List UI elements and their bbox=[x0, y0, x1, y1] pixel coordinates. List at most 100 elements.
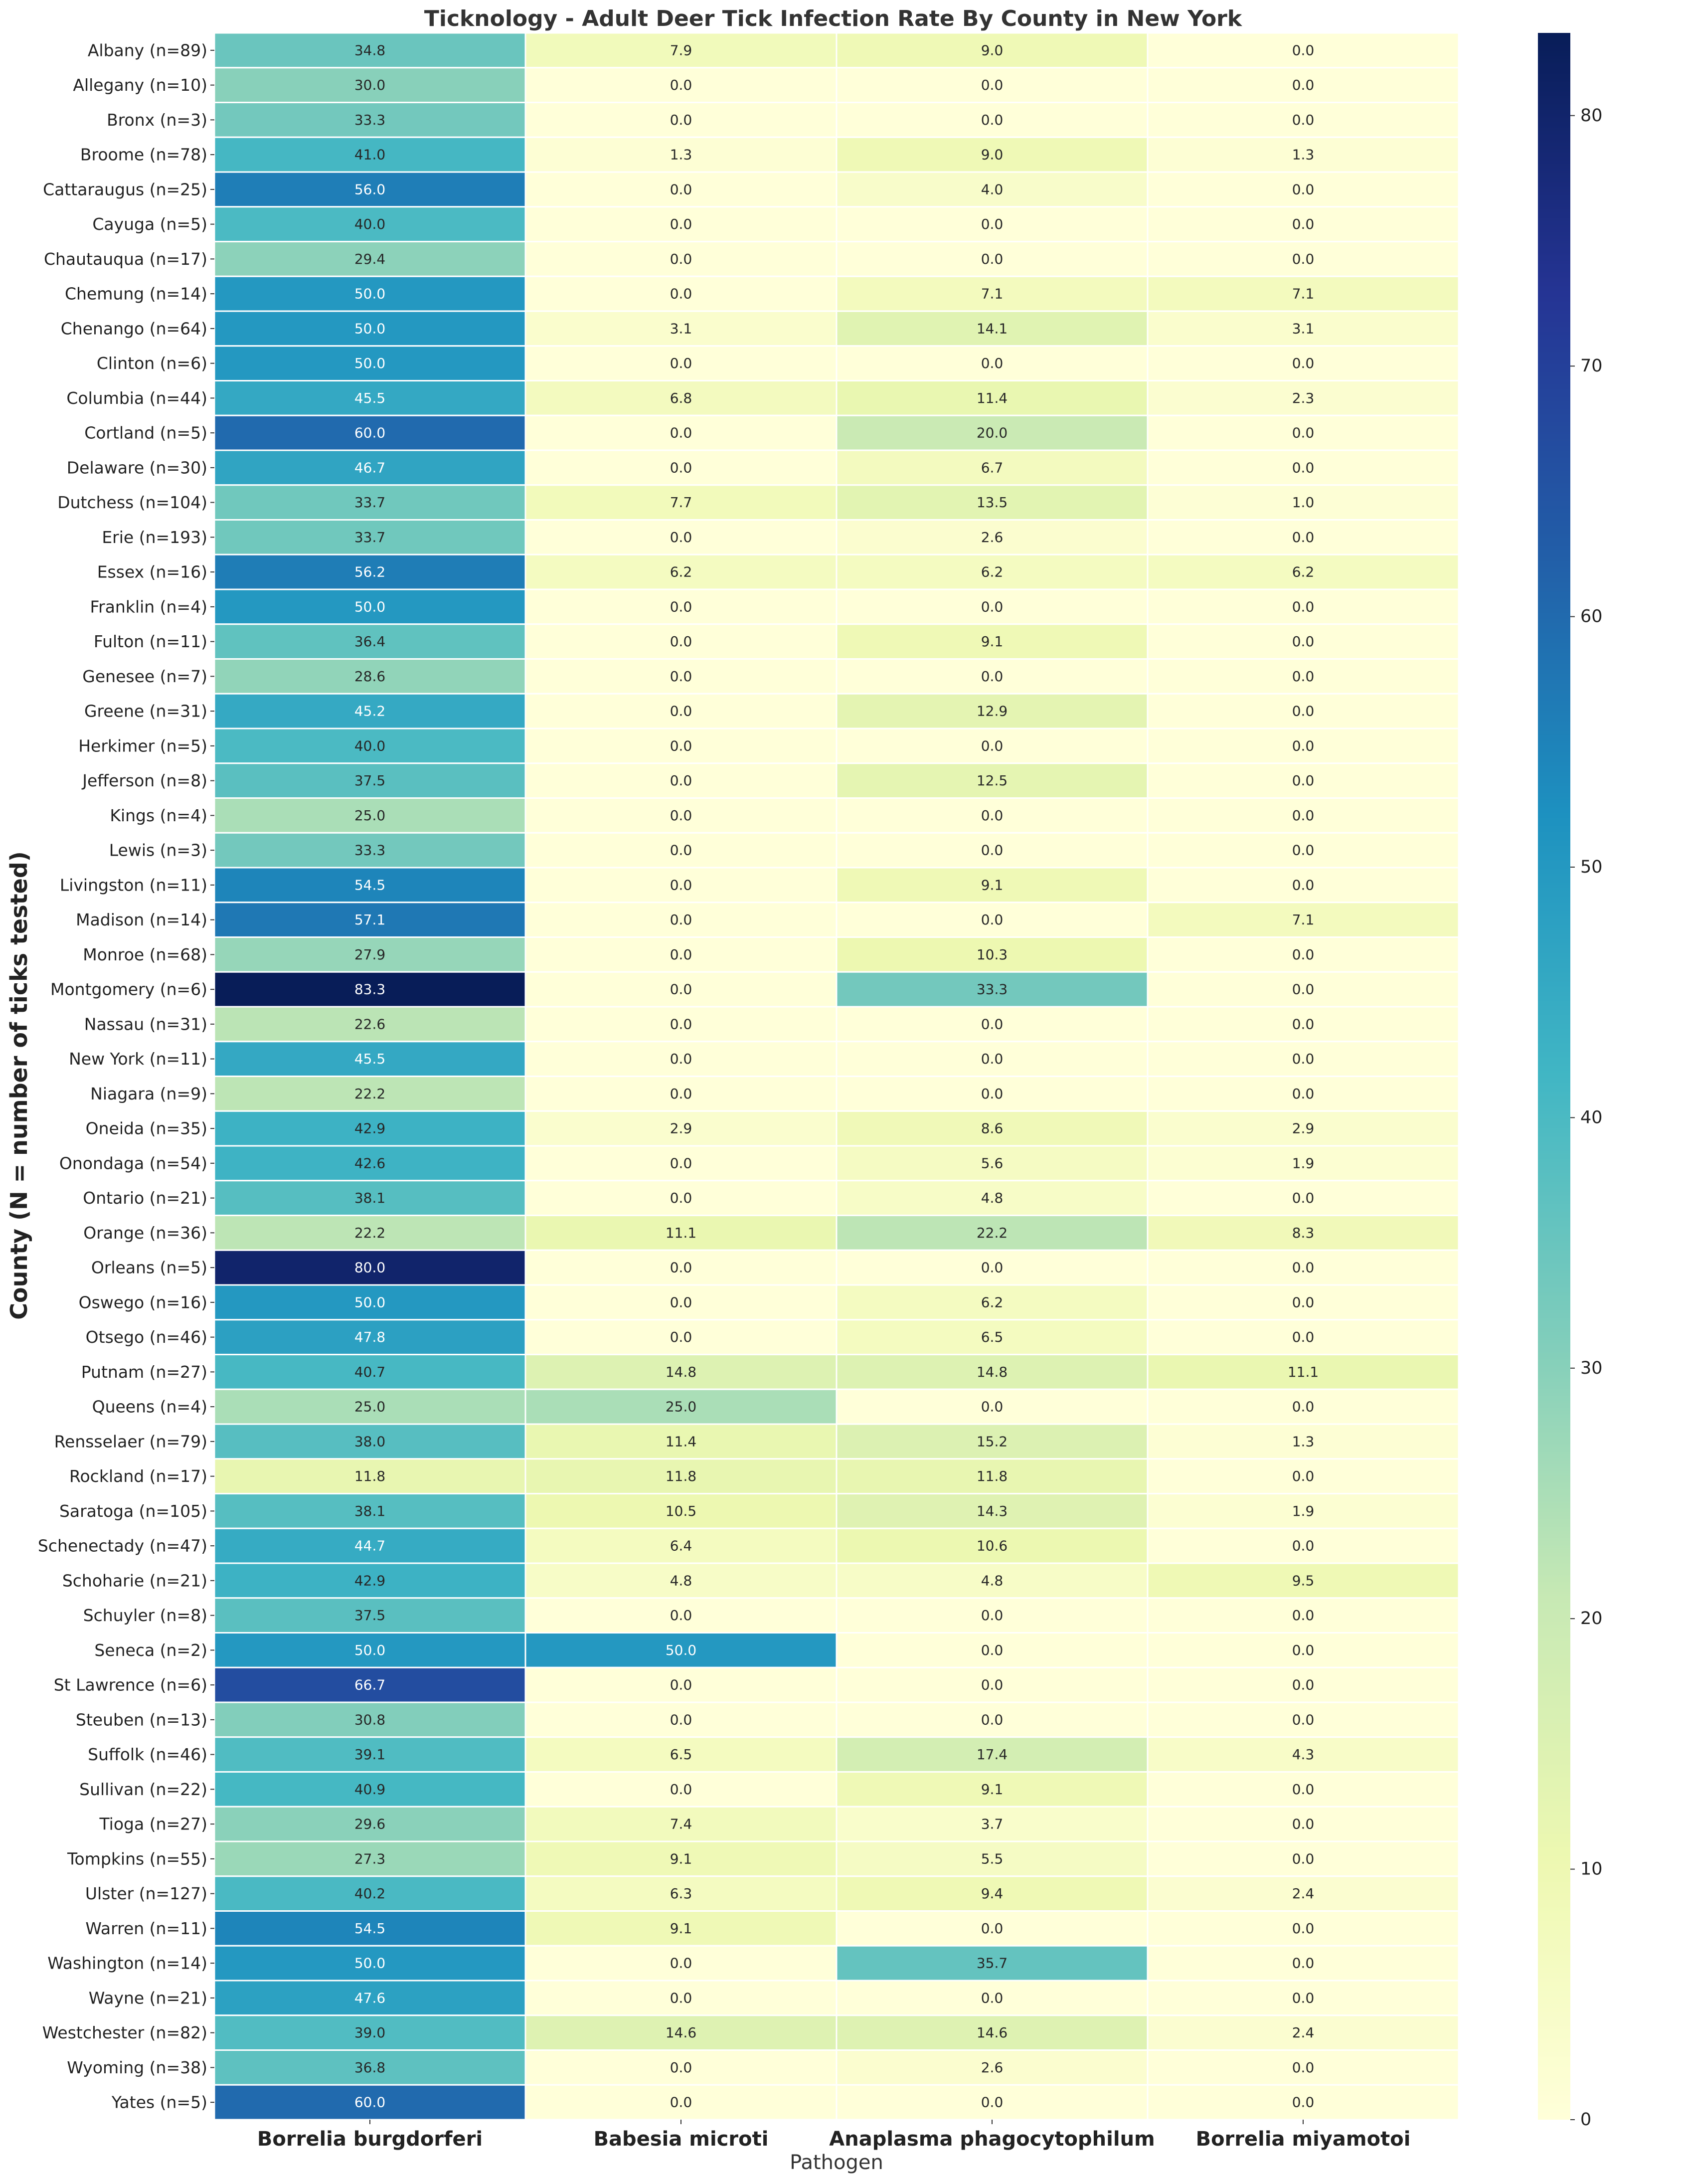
cell-value-label: 0.0 bbox=[670, 77, 692, 93]
cell-value-label: 30.8 bbox=[354, 1711, 385, 1728]
heatmap-cell bbox=[213, 936, 526, 973]
cell-value-label: 6.8 bbox=[670, 390, 692, 406]
heatmap-cell bbox=[836, 832, 1149, 869]
cell-value-label: 0.0 bbox=[981, 911, 1004, 928]
row-label-madison: Madison (n=14) bbox=[76, 910, 207, 929]
cell-value-label: 11.4 bbox=[977, 390, 1008, 406]
heatmap-cell bbox=[1147, 1875, 1460, 1912]
cell-value-label: 38.0 bbox=[354, 1433, 385, 1450]
cell-value-label: 0.0 bbox=[670, 1711, 692, 1728]
cell-value-label: 13.5 bbox=[977, 494, 1008, 511]
cell-value-label: 10.3 bbox=[977, 946, 1008, 963]
cell-value-label: 6.2 bbox=[981, 1294, 1004, 1310]
row-label-montgomery: Montgomery (n=6) bbox=[50, 980, 207, 999]
cell-value-label: 0.0 bbox=[981, 77, 1004, 93]
heatmap-cell bbox=[836, 449, 1149, 486]
heatmap-cell bbox=[1147, 588, 1460, 625]
cell-value-label: 0.0 bbox=[1292, 1816, 1315, 1832]
heatmap-cell bbox=[1147, 1771, 1460, 1808]
cell-value-label: 7.1 bbox=[1292, 286, 1315, 302]
column-label-borrelia-miyamotoi: Borrelia miyamotoi bbox=[1196, 2128, 1411, 2151]
cell-value-label: 0.0 bbox=[1292, 1086, 1315, 1102]
cell-value-label: 0.0 bbox=[1292, 772, 1315, 789]
cell-value-label: 0.0 bbox=[981, 1920, 1004, 1937]
heatmap-cell bbox=[836, 1806, 1149, 1842]
cell-value-label: 12.9 bbox=[977, 703, 1008, 720]
row-label-niagara: Niagara (n=9) bbox=[90, 1084, 207, 1103]
row-label-sullivan: Sullivan (n=22) bbox=[79, 1780, 207, 1799]
heatmap-cell bbox=[213, 553, 526, 590]
cell-value-label: 0.0 bbox=[981, 355, 1004, 371]
cell-value-label: 66.7 bbox=[354, 1677, 385, 1693]
heatmap-cell bbox=[1147, 1666, 1460, 1703]
heatmap-cell bbox=[524, 414, 838, 451]
cell-value-label: 0.0 bbox=[670, 842, 692, 859]
row-label-new-york: New York (n=11) bbox=[69, 1049, 207, 1069]
heatmap-cell bbox=[836, 1632, 1149, 1668]
heatmap-cell bbox=[1147, 902, 1460, 938]
cell-value-label: 0.0 bbox=[981, 1016, 1004, 1032]
heatmap-cell bbox=[836, 519, 1149, 555]
cell-value-label: 0.0 bbox=[670, 459, 692, 476]
row-label-tioga: Tioga (n=27) bbox=[99, 1815, 207, 1834]
heatmap-cell bbox=[836, 936, 1149, 973]
row-label-allegany: Allegany (n=10) bbox=[73, 75, 207, 95]
heatmap-cell bbox=[1147, 1945, 1460, 1982]
cell-value-label: 40.0 bbox=[354, 737, 385, 754]
cell-value-label: 0.0 bbox=[1292, 1294, 1315, 1310]
cell-value-label: 28.6 bbox=[354, 668, 385, 685]
heatmap-cell bbox=[836, 484, 1149, 521]
row-label-schenectady: Schenectady (n=47) bbox=[38, 1536, 207, 1556]
cell-value-label: 0.0 bbox=[1292, 459, 1315, 476]
heatmap-cell bbox=[213, 658, 526, 695]
cell-value-label: 1.9 bbox=[1292, 1155, 1315, 1171]
heatmap-cell bbox=[1147, 380, 1460, 416]
row-label-oswego: Oswego (n=16) bbox=[79, 1292, 207, 1312]
row-label-saratoga: Saratoga (n=105) bbox=[59, 1501, 207, 1521]
cell-value-label: 2.6 bbox=[981, 529, 1004, 546]
cell-value-label: 0.0 bbox=[1292, 807, 1315, 824]
cell-value-label: 7.1 bbox=[1292, 911, 1315, 928]
heatmap-cell bbox=[213, 32, 526, 69]
cell-value-label: 0.0 bbox=[1292, 703, 1315, 720]
row-label-orange: Orange (n=36) bbox=[83, 1223, 207, 1243]
cell-value-label: 40.2 bbox=[354, 1885, 385, 1902]
row-label-wyoming: Wyoming (n=38) bbox=[67, 2058, 207, 2077]
cell-value-label: 2.9 bbox=[1292, 1120, 1315, 1137]
row-label-yates: Yates (n=5) bbox=[111, 2093, 207, 2112]
row-label-essex: Essex (n=16) bbox=[97, 562, 207, 582]
row-label-suffolk: Suffolk (n=46) bbox=[88, 1745, 207, 1764]
cell-value-label: 0.0 bbox=[670, 633, 692, 650]
row-label-steuben: Steuben (n=13) bbox=[76, 1710, 207, 1729]
cell-value-label: 50.0 bbox=[354, 598, 385, 615]
cell-value-label: 50.0 bbox=[354, 1642, 385, 1658]
cell-value-label: 3.1 bbox=[1292, 320, 1315, 337]
row-label-ontario: Ontario (n=21) bbox=[83, 1188, 207, 1208]
cell-value-label: 5.5 bbox=[981, 1850, 1004, 1867]
cell-value-label: 0.0 bbox=[1292, 633, 1315, 650]
heatmap-cell bbox=[524, 102, 838, 138]
cell-value-label: 9.5 bbox=[1292, 1572, 1315, 1589]
heatmap-cell bbox=[1147, 1632, 1460, 1668]
cell-value-label: 83.3 bbox=[354, 981, 385, 998]
row-label-herkimer: Herkimer (n=5) bbox=[78, 736, 207, 755]
heatmap-cell bbox=[524, 1945, 838, 1982]
cell-value-label: 0.0 bbox=[1292, 981, 1315, 998]
cell-value-label: 7.7 bbox=[670, 494, 692, 511]
cell-value-label: 3.7 bbox=[981, 1816, 1004, 1832]
cell-value-label: 1.0 bbox=[1292, 494, 1315, 511]
cell-value-label: 22.2 bbox=[977, 1225, 1008, 1241]
cell-value-label: 11.1 bbox=[1288, 1364, 1319, 1380]
cell-value-label: 1.3 bbox=[1292, 1433, 1315, 1450]
cell-value-label: 40.0 bbox=[354, 216, 385, 232]
row-label-westchester: Westchester (n=82) bbox=[42, 2023, 207, 2042]
heatmap-cell bbox=[524, 1875, 838, 1912]
cell-value-label: 0.0 bbox=[670, 807, 692, 824]
row-label-clinton: Clinton (n=6) bbox=[97, 354, 207, 373]
cell-value-label: 10.6 bbox=[977, 1538, 1008, 1554]
heatmap-cell bbox=[1147, 1041, 1460, 1077]
cell-value-label: 0.0 bbox=[981, 1990, 1004, 2006]
cell-value-label: 0.0 bbox=[1292, 1711, 1315, 1728]
heatmap-cell bbox=[836, 1840, 1149, 1877]
row-label-cortland: Cortland (n=5) bbox=[84, 423, 207, 443]
